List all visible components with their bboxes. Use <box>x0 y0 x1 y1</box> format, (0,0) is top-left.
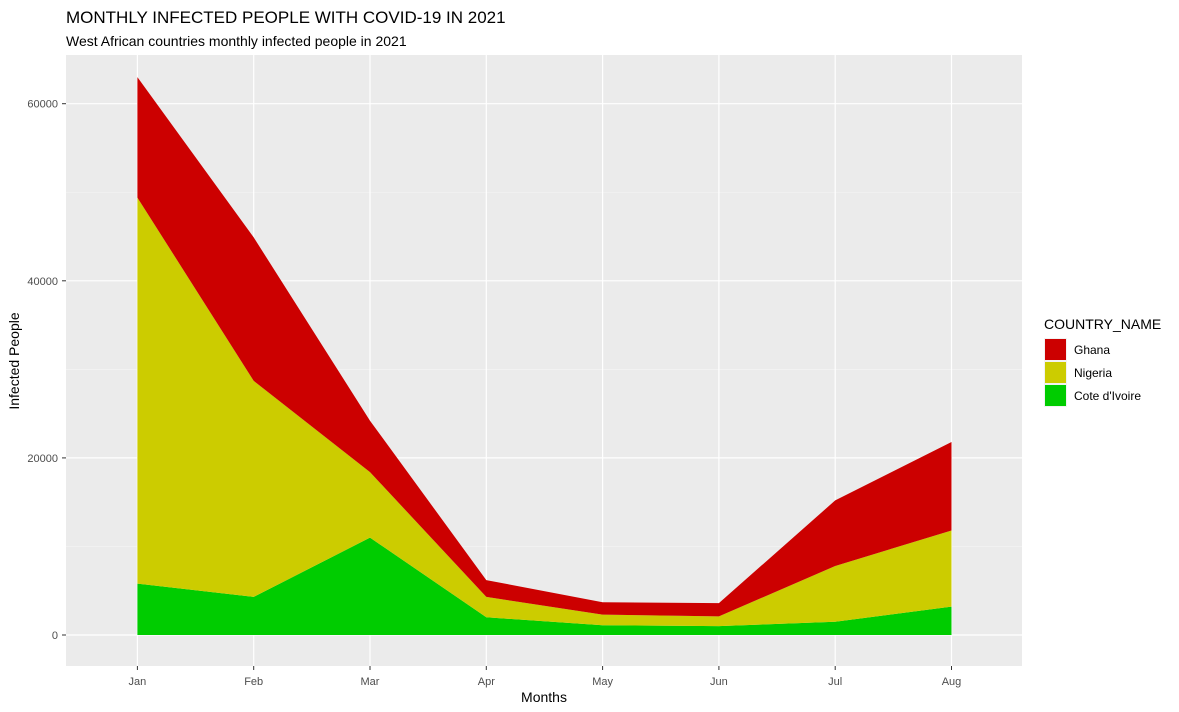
x-axis-ticks: Jan Feb Mar Apr May Jun Jul Aug <box>129 666 962 688</box>
y-axis-ticks: 0 20000 40000 60000 <box>27 99 66 642</box>
legend-swatch-ghana <box>1045 339 1066 360</box>
x-axis-title: Months <box>521 689 567 705</box>
legend-label-ghana: Ghana <box>1074 343 1110 357</box>
y-axis-title: Infected People <box>6 312 22 410</box>
area-nigeria <box>137 197 952 627</box>
legend-label-nigeria: Nigeria <box>1074 366 1112 380</box>
area-cote-d-ivoire <box>137 537 952 636</box>
x-tick-label: Apr <box>478 676 495 688</box>
y-tick-label: 60000 <box>27 99 58 111</box>
x-tick-label: Jul <box>828 676 842 688</box>
x-tick-label: Jan <box>129 676 147 688</box>
y-tick-label: 0 <box>52 630 58 642</box>
chart-title: MONTHLY INFECTED PEOPLE WITH COVID-19 IN… <box>66 8 506 27</box>
legend-title: COUNTRY_NAME <box>1044 316 1161 332</box>
area-ghana <box>137 77 952 617</box>
x-tick-label: May <box>592 676 613 688</box>
x-tick-label: Feb <box>244 676 263 688</box>
legend: COUNTRY_NAME Ghana Nigeria Cote d'Ivoire <box>1044 316 1161 407</box>
x-tick-label: Aug <box>942 676 962 688</box>
areas <box>137 77 952 636</box>
y-tick-label: 40000 <box>27 276 58 288</box>
chart-subtitle: West African countries monthly infected … <box>66 33 407 49</box>
legend-swatch-nigeria <box>1045 362 1066 383</box>
legend-label-cote-d-ivoire: Cote d'Ivoire <box>1074 389 1141 403</box>
y-tick-label: 20000 <box>27 453 58 465</box>
x-tick-label: Mar <box>361 676 380 688</box>
legend-swatch-cote-d-ivoire <box>1045 385 1066 406</box>
x-tick-label: Jun <box>710 676 728 688</box>
